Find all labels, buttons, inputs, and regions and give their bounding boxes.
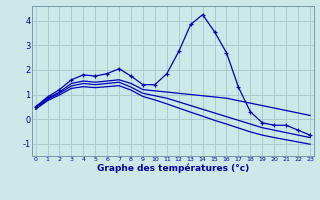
X-axis label: Graphe des températures (°c): Graphe des températures (°c)	[97, 164, 249, 173]
